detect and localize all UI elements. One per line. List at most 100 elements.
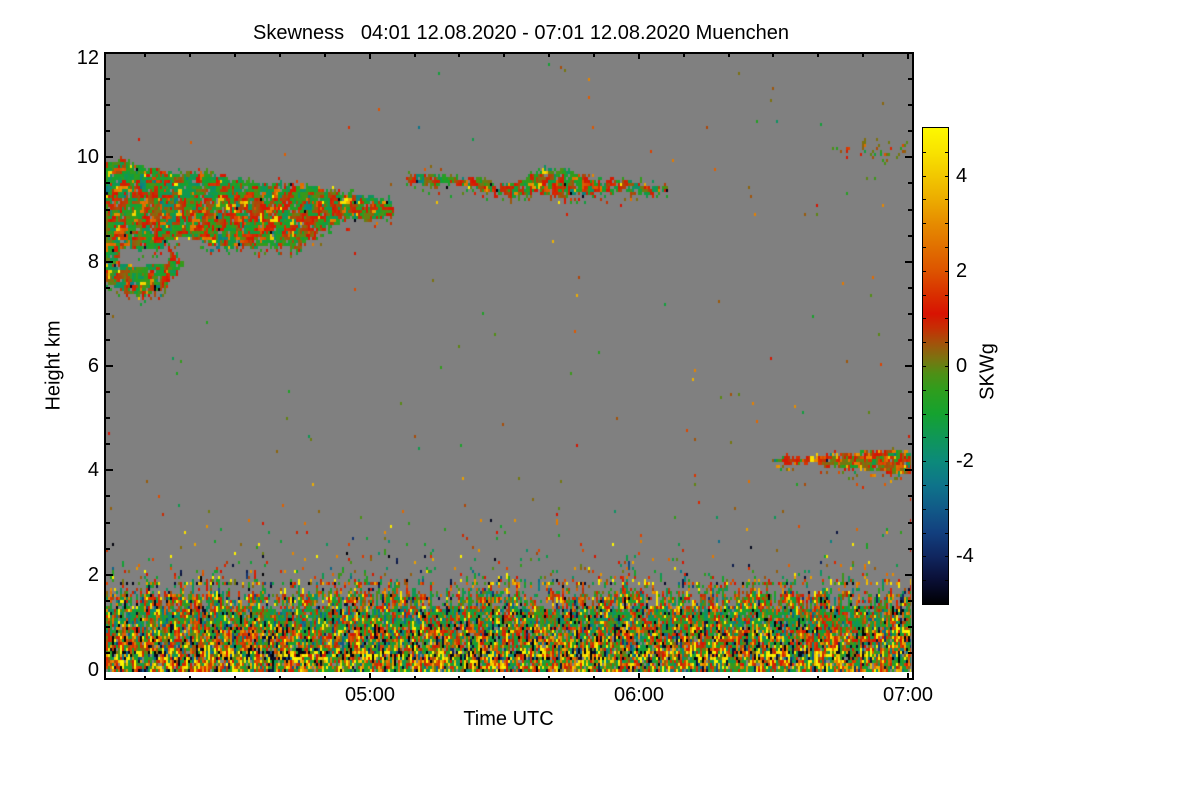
colorbar-tick bbox=[945, 532, 948, 534]
colorbar-tick bbox=[945, 318, 948, 320]
colorbar-tick bbox=[945, 413, 948, 415]
tick-mark bbox=[772, 675, 775, 678]
tick-mark bbox=[234, 54, 237, 57]
tick-mark bbox=[908, 443, 912, 446]
y-tick-label: 2 bbox=[87, 563, 99, 586]
colorbar-tick bbox=[923, 151, 926, 153]
tick-mark bbox=[908, 182, 912, 185]
colorbar-tick bbox=[923, 389, 926, 391]
colorbar-tick-label: 2 bbox=[956, 259, 968, 282]
tick-mark bbox=[817, 675, 820, 678]
tick-mark bbox=[908, 338, 912, 341]
colorbar-tick-label: -2 bbox=[956, 450, 974, 473]
tick-mark bbox=[904, 573, 912, 576]
colorbar-tick bbox=[923, 247, 926, 248]
tick-mark bbox=[106, 234, 110, 237]
colorbar-tick bbox=[923, 556, 926, 558]
tick-mark bbox=[106, 182, 110, 185]
tick-mark bbox=[592, 675, 595, 678]
tick-mark bbox=[548, 675, 551, 678]
heatmap-canvas bbox=[106, 53, 912, 672]
tick-mark bbox=[189, 675, 192, 678]
y-tick-label: 10 bbox=[76, 146, 99, 169]
x-tick-label: 07:00 bbox=[882, 684, 934, 706]
colorbar-tick-label: -4 bbox=[956, 545, 974, 568]
colorbar-tick bbox=[945, 294, 948, 296]
tick-mark bbox=[106, 521, 110, 524]
tick-mark bbox=[907, 673, 909, 678]
tick-mark bbox=[727, 54, 730, 57]
tick-mark bbox=[862, 675, 865, 678]
tick-mark bbox=[908, 104, 912, 107]
colorbar-tick bbox=[923, 342, 926, 344]
tick-mark bbox=[106, 312, 110, 315]
colorbar-tick bbox=[945, 151, 948, 153]
colorbar-tick bbox=[945, 508, 948, 510]
tick-mark bbox=[682, 675, 685, 678]
tick-mark bbox=[908, 625, 912, 628]
tick-mark bbox=[106, 625, 110, 628]
tick-mark bbox=[106, 469, 113, 472]
tick-mark bbox=[772, 54, 775, 57]
tick-mark bbox=[908, 78, 912, 81]
y-tick-label: 12 bbox=[76, 47, 99, 69]
tick-mark bbox=[548, 54, 551, 57]
colorbar-label: SKWg bbox=[976, 343, 999, 400]
colorbar-tick bbox=[923, 461, 926, 463]
tick-mark bbox=[278, 675, 281, 678]
tick-mark bbox=[908, 547, 912, 550]
tick-mark bbox=[144, 54, 147, 57]
colorbar-tick bbox=[945, 270, 948, 272]
colorbar-tick bbox=[945, 223, 948, 225]
colorbar-tick bbox=[945, 389, 948, 391]
tick-mark bbox=[234, 675, 237, 678]
colorbar-tick bbox=[923, 294, 926, 296]
tick-mark bbox=[106, 208, 110, 211]
colorbar-tick bbox=[923, 175, 926, 177]
tick-mark bbox=[908, 130, 912, 133]
tick-mark bbox=[278, 54, 281, 57]
tick-mark bbox=[106, 443, 110, 446]
tick-mark bbox=[637, 673, 640, 678]
colorbar-tick bbox=[945, 366, 948, 367]
tick-mark bbox=[323, 54, 326, 57]
colorbar-tick bbox=[923, 413, 926, 415]
tick-mark bbox=[106, 573, 113, 576]
tick-mark bbox=[908, 391, 912, 394]
colorbar-tick bbox=[945, 247, 948, 248]
tick-mark bbox=[106, 365, 113, 367]
tick-mark bbox=[908, 234, 912, 237]
colorbar-tick bbox=[945, 580, 948, 582]
tick-mark bbox=[907, 54, 909, 59]
colorbar-tick bbox=[923, 508, 926, 510]
axis-left bbox=[104, 52, 106, 680]
tick-mark bbox=[908, 521, 912, 524]
tick-mark bbox=[106, 78, 110, 81]
colorbar-tick bbox=[923, 270, 926, 272]
tick-mark bbox=[106, 599, 110, 602]
tick-mark bbox=[106, 156, 113, 159]
tick-mark bbox=[106, 547, 110, 550]
tick-mark bbox=[904, 156, 912, 159]
tick-mark bbox=[908, 599, 912, 602]
tick-mark bbox=[908, 286, 912, 289]
axis-top bbox=[104, 52, 914, 54]
colorbar-tick bbox=[923, 199, 926, 201]
tick-mark bbox=[106, 495, 110, 498]
tick-mark bbox=[323, 675, 326, 678]
tick-mark bbox=[908, 651, 912, 654]
tick-mark bbox=[144, 675, 147, 678]
colorbar-tick bbox=[923, 318, 926, 320]
colorbar-tick bbox=[923, 580, 926, 582]
plot-title: Skewness 04:01 12.08.2020 - 07:01 12.08.… bbox=[253, 22, 789, 44]
colorbar-tick bbox=[945, 199, 948, 201]
tick-mark bbox=[458, 54, 461, 57]
x-axis-label: Time UTC bbox=[463, 708, 554, 730]
colorbar-tick bbox=[945, 175, 948, 177]
tick-mark bbox=[106, 260, 113, 263]
colorbar-tick-label: 0 bbox=[956, 355, 968, 377]
tick-mark bbox=[368, 54, 371, 59]
axis-bottom bbox=[104, 678, 914, 680]
tick-mark bbox=[908, 208, 912, 211]
